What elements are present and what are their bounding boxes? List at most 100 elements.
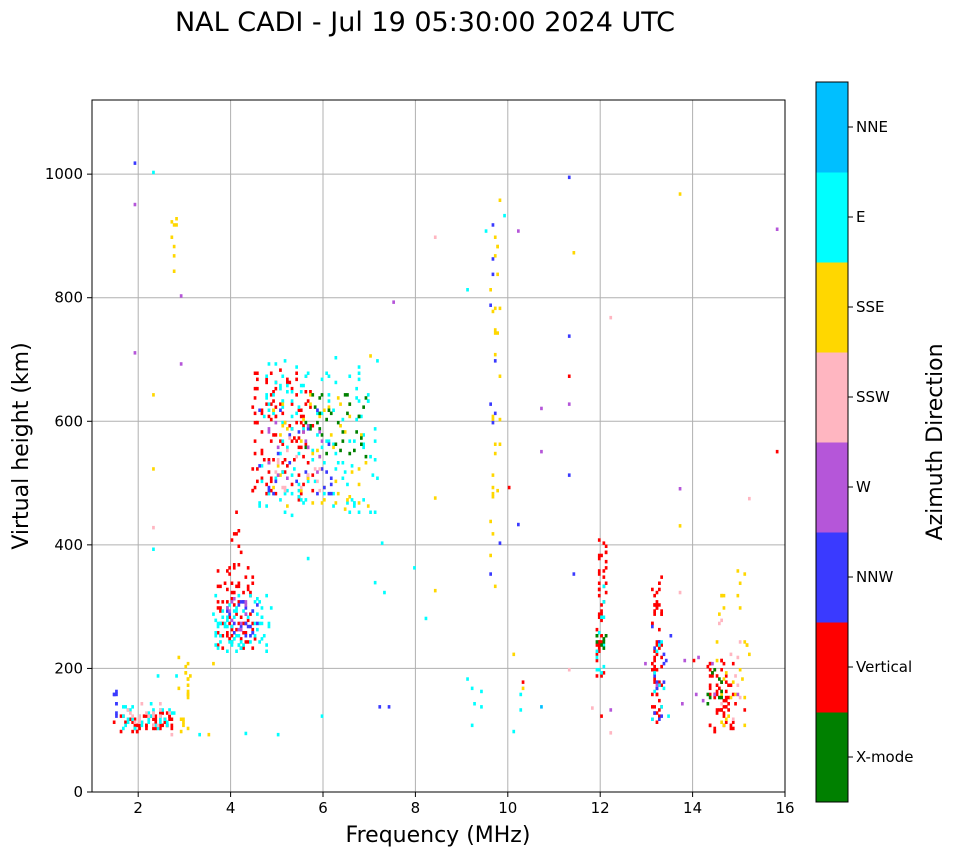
echo-point <box>662 652 666 657</box>
echo-point <box>653 593 656 598</box>
echo-point <box>708 692 712 697</box>
echo-point <box>286 380 289 385</box>
echo-point <box>745 643 749 647</box>
echo-point <box>736 569 740 573</box>
echo-point <box>595 674 599 678</box>
echo-point <box>604 581 608 585</box>
echo-point <box>498 417 502 422</box>
echo-point <box>286 476 289 480</box>
echo-point <box>214 631 218 635</box>
echo-point <box>276 461 280 465</box>
echo-point <box>216 606 220 610</box>
echo-point <box>320 377 324 382</box>
echo-point <box>720 720 723 724</box>
echo-point <box>343 507 347 511</box>
echo-point <box>720 618 723 623</box>
echo-point <box>355 430 358 434</box>
echo-point <box>122 714 125 718</box>
echo-point <box>660 705 663 709</box>
echo-point <box>281 485 285 490</box>
echo-point <box>353 439 356 443</box>
echo-point <box>727 714 730 718</box>
echo-point <box>299 491 303 496</box>
echo-point <box>503 213 506 218</box>
echo-point <box>595 640 599 644</box>
echo-point <box>355 417 358 422</box>
echo-point <box>265 649 268 653</box>
echo-point <box>286 390 289 394</box>
echo-point <box>251 575 255 579</box>
echo-point <box>115 702 118 706</box>
echo-point <box>306 476 310 480</box>
echo-point <box>244 600 248 604</box>
echo-point <box>115 711 118 715</box>
echo-point <box>336 461 340 465</box>
echo-point <box>708 683 712 687</box>
echo-point <box>729 723 733 728</box>
echo-point <box>159 714 162 718</box>
echo-point <box>653 664 656 669</box>
echo-point <box>323 491 326 496</box>
echo-point <box>260 479 264 484</box>
echo-point <box>265 482 268 487</box>
echo-point <box>161 711 164 715</box>
echo-point <box>360 414 363 419</box>
echo-point <box>653 609 656 613</box>
echo-point <box>660 714 663 718</box>
echo-point <box>295 454 298 459</box>
echo-point <box>738 640 742 644</box>
echo-point <box>491 485 495 490</box>
echo-point <box>597 572 601 576</box>
echo-point <box>660 575 663 579</box>
echo-point <box>306 479 310 484</box>
echo-point <box>724 695 728 700</box>
echo-point <box>318 430 322 434</box>
x-tick-label: 6 <box>318 799 328 817</box>
echo-point <box>147 714 151 718</box>
echo-point <box>604 634 608 638</box>
echo-point <box>126 708 130 712</box>
echo-point <box>309 424 312 428</box>
echo-point <box>357 365 361 369</box>
echo-point <box>346 411 349 416</box>
echo-point <box>470 723 474 728</box>
echo-point <box>265 593 268 598</box>
echo-point <box>309 427 312 431</box>
echo-point <box>244 640 248 644</box>
echo-point <box>293 458 296 462</box>
echo-point <box>179 717 183 721</box>
echo-point <box>216 600 220 604</box>
echo-point <box>348 402 352 406</box>
echo-point <box>295 420 298 425</box>
echo-point <box>316 411 319 416</box>
echo-point <box>269 371 273 375</box>
echo-point <box>678 590 682 595</box>
echo-point <box>720 668 723 672</box>
echo-point <box>378 705 382 709</box>
echo-point <box>306 473 310 477</box>
echo-point <box>170 220 174 224</box>
echo-point <box>221 600 225 604</box>
echo-point <box>512 729 516 734</box>
echo-point <box>242 609 245 613</box>
echo-point <box>720 708 723 712</box>
echo-point <box>281 399 285 403</box>
echo-point <box>348 495 352 499</box>
echo-point <box>168 711 171 715</box>
echo-point <box>660 664 663 669</box>
echo-point <box>667 714 670 718</box>
echo-point <box>126 717 130 721</box>
echo-point <box>597 593 601 598</box>
echo-point <box>373 510 377 514</box>
echo-point <box>320 433 324 437</box>
x-tick-label: 14 <box>683 799 702 817</box>
echo-point <box>316 448 319 453</box>
echo-point <box>706 702 710 706</box>
echo-point <box>731 661 735 666</box>
echo-point <box>256 420 259 425</box>
echo-point <box>493 451 497 456</box>
echo-point <box>604 559 608 564</box>
echo-point <box>711 671 714 675</box>
echo-point <box>323 498 326 502</box>
echo-point <box>281 411 285 416</box>
